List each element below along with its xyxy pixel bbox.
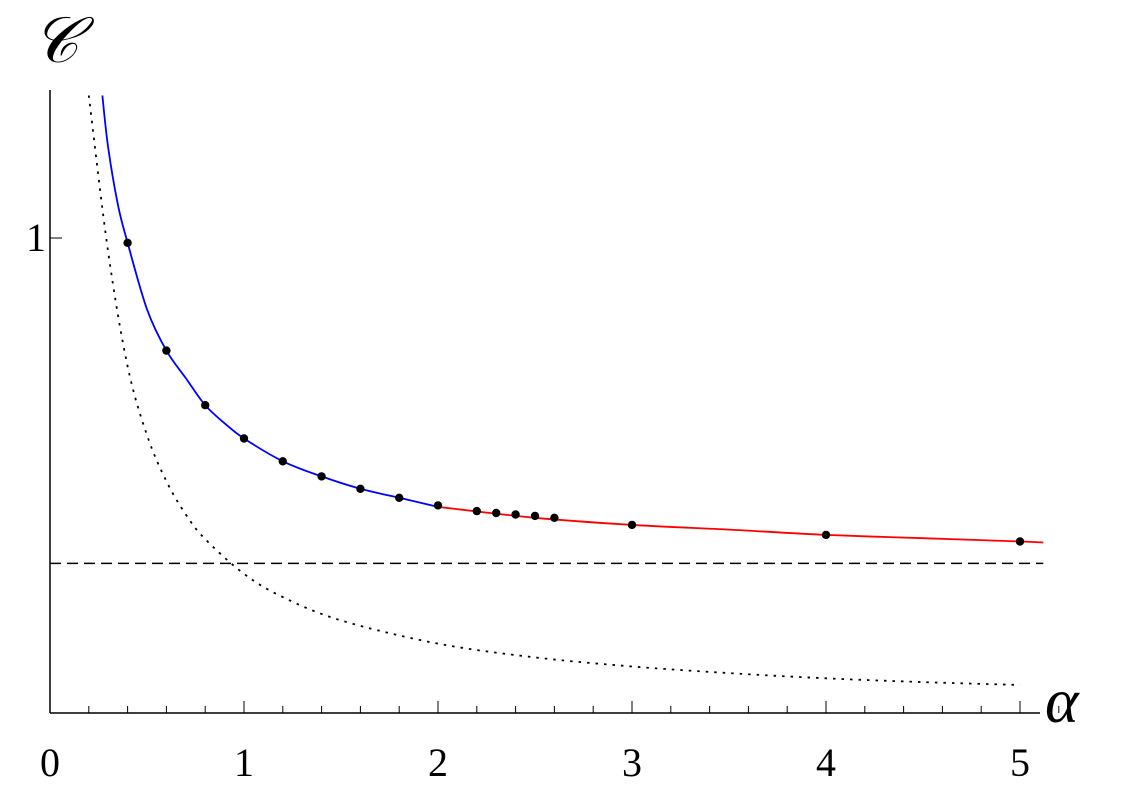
x-tick-label: 3 <box>622 740 642 785</box>
data-point <box>530 511 540 521</box>
x-tick-label: 0 <box>40 740 60 785</box>
fit-curve-blue <box>101 95 439 508</box>
dotted-curve <box>87 95 1021 686</box>
data-point <box>472 506 481 516</box>
y-axis-label: 𝒞 <box>32 5 95 76</box>
data-point <box>550 513 559 522</box>
data-point <box>433 501 443 510</box>
data-point <box>201 401 210 410</box>
series-group <box>50 95 1044 686</box>
data-point <box>162 346 171 355</box>
data-point <box>317 472 326 481</box>
data-point <box>123 238 132 247</box>
ticks <box>50 237 1060 713</box>
tick-labels: 0 1 2 3 4 5 1 <box>26 215 1030 785</box>
data-point <box>278 457 287 466</box>
axes <box>49 90 1040 714</box>
x-tick-label: 1 <box>234 740 254 785</box>
data-point <box>1015 537 1025 546</box>
data-point <box>395 493 404 502</box>
fit-curve-red <box>437 505 1044 544</box>
x-tick-label: 2 <box>428 740 448 785</box>
data-markers <box>123 238 1025 546</box>
x-tick-label: 4 <box>816 740 836 785</box>
x-axis-label: α <box>1045 665 1080 736</box>
data-point <box>356 484 365 493</box>
data-point <box>492 508 501 518</box>
y-tick-label: 1 <box>26 215 46 260</box>
x-tick-label: 5 <box>1010 740 1030 785</box>
data-point <box>821 530 831 540</box>
data-point <box>239 434 249 443</box>
data-point <box>511 510 520 519</box>
data-point <box>627 520 637 530</box>
